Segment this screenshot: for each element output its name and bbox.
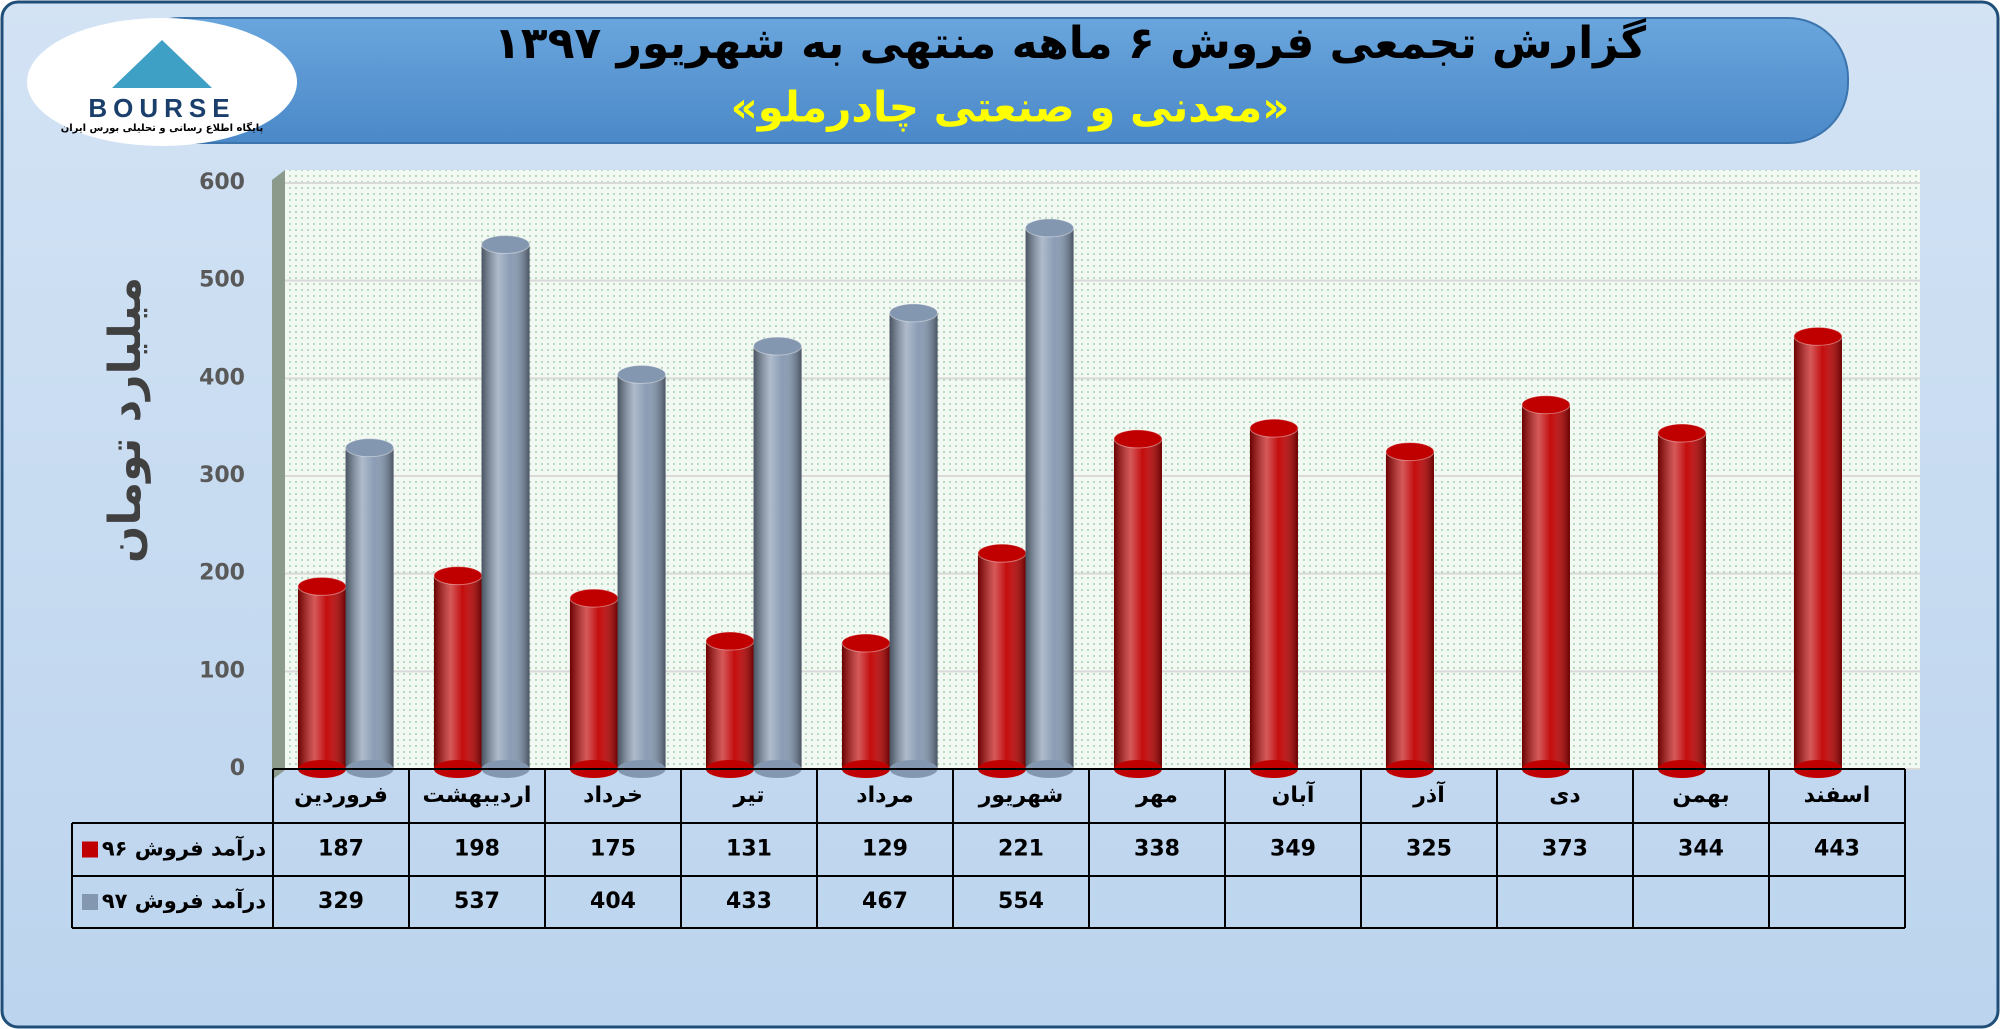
legend-swatch xyxy=(82,841,98,858)
bar-cap xyxy=(1521,395,1571,415)
bar-cap xyxy=(345,438,395,458)
table-value: 338 xyxy=(1134,837,1180,862)
y-tick-label: 0 xyxy=(230,756,245,781)
bar-cap xyxy=(481,235,531,255)
bar-cap xyxy=(1657,423,1707,443)
x-tick-label: شهریور xyxy=(978,783,1064,808)
bar-cap xyxy=(297,576,347,596)
bar-shade xyxy=(1793,336,1842,769)
y-tick-label: 200 xyxy=(199,561,245,586)
bar-shade xyxy=(569,598,618,769)
bar-shade xyxy=(1113,438,1162,769)
table-value: 433 xyxy=(726,889,772,914)
x-tick-label: اردیبهشت xyxy=(423,783,532,808)
bar-cap xyxy=(841,633,891,653)
bar-cap xyxy=(1793,326,1843,346)
logo-mark xyxy=(112,40,212,88)
bar-shade xyxy=(1249,428,1298,769)
y-axis-label: میلیارد تومان xyxy=(100,277,151,563)
bar-shade xyxy=(841,643,890,769)
table-value: 131 xyxy=(726,837,772,862)
legend-label: درآمد فروش ۹۶ xyxy=(102,836,267,861)
bar-shade xyxy=(977,553,1026,769)
x-tick-label: فروردین xyxy=(294,783,388,808)
bar-cap xyxy=(977,543,1027,563)
bar-cap xyxy=(753,336,803,356)
chart-title: گزارش تجمعی فروش ۶ ماهه منتهی به شهریور … xyxy=(494,17,1647,69)
bar-cap xyxy=(569,588,619,608)
table-value: 175 xyxy=(590,837,636,862)
x-tick-label: آبان xyxy=(1272,780,1315,808)
table-value: 325 xyxy=(1406,837,1452,862)
bar-shade xyxy=(481,244,530,769)
bar-shade xyxy=(1025,227,1074,770)
bar-cap xyxy=(617,364,667,384)
logo-tagline: پایگاه اطلاع رسانی و تحلیلی بورس ایران xyxy=(61,121,264,134)
x-tick-label: خرداد xyxy=(583,783,643,808)
bar-shade xyxy=(1521,404,1570,769)
bar-shade xyxy=(889,312,938,769)
bar-shade xyxy=(1657,433,1706,769)
x-tick-label: مرداد xyxy=(856,783,913,808)
table-value: 329 xyxy=(318,889,364,914)
table-value: 349 xyxy=(1270,837,1316,862)
bar-cap xyxy=(1025,218,1075,238)
bar-cap xyxy=(1113,429,1163,449)
bar-shade xyxy=(345,447,394,769)
bar-cap xyxy=(1249,418,1299,438)
x-tick-label: بهمن xyxy=(1672,783,1729,808)
plot-wall xyxy=(272,170,285,780)
x-tick-label: آذر xyxy=(1412,780,1445,808)
x-tick-label: تیر xyxy=(733,783,765,808)
x-tick-label: اسفند xyxy=(1804,783,1871,808)
x-tick-label: دی xyxy=(1549,783,1580,808)
bar-shade xyxy=(433,575,482,769)
bar-cap xyxy=(889,303,939,323)
table-value: 198 xyxy=(454,837,500,862)
table-value: 443 xyxy=(1814,837,1860,862)
legend-label: درآمد فروش ۹۷ xyxy=(102,888,267,913)
table-value: 129 xyxy=(862,837,908,862)
bar-shade xyxy=(705,641,754,769)
y-tick-label: 300 xyxy=(199,463,245,488)
y-tick-label: 500 xyxy=(199,268,245,293)
table-value: 467 xyxy=(862,889,908,914)
y-tick-label: 600 xyxy=(199,170,245,195)
chart-subtitle: «معدنی و صنعتی چادرملو» xyxy=(731,83,1290,133)
table-value: 187 xyxy=(318,837,364,862)
logo-name: BOURSE xyxy=(88,93,235,123)
legend-swatch xyxy=(82,894,98,910)
bar-shade xyxy=(1385,451,1434,769)
table-value: 221 xyxy=(998,837,1044,862)
table-value: 404 xyxy=(590,889,636,914)
y-tick-label: 100 xyxy=(199,658,245,683)
plot-area xyxy=(285,170,1920,770)
table-value: 344 xyxy=(1678,837,1724,862)
table-value: 373 xyxy=(1542,837,1588,862)
y-tick-label: 400 xyxy=(199,365,245,390)
table-value: 537 xyxy=(454,889,500,914)
bar-shade xyxy=(753,346,802,769)
bar-shade xyxy=(297,586,346,769)
bar-cap xyxy=(705,631,755,651)
bar-shade xyxy=(617,374,666,769)
x-tick-label: مهر xyxy=(1135,783,1178,808)
bar-cap xyxy=(1385,442,1435,462)
table-value: 554 xyxy=(998,889,1044,914)
bar-cap xyxy=(433,566,483,586)
